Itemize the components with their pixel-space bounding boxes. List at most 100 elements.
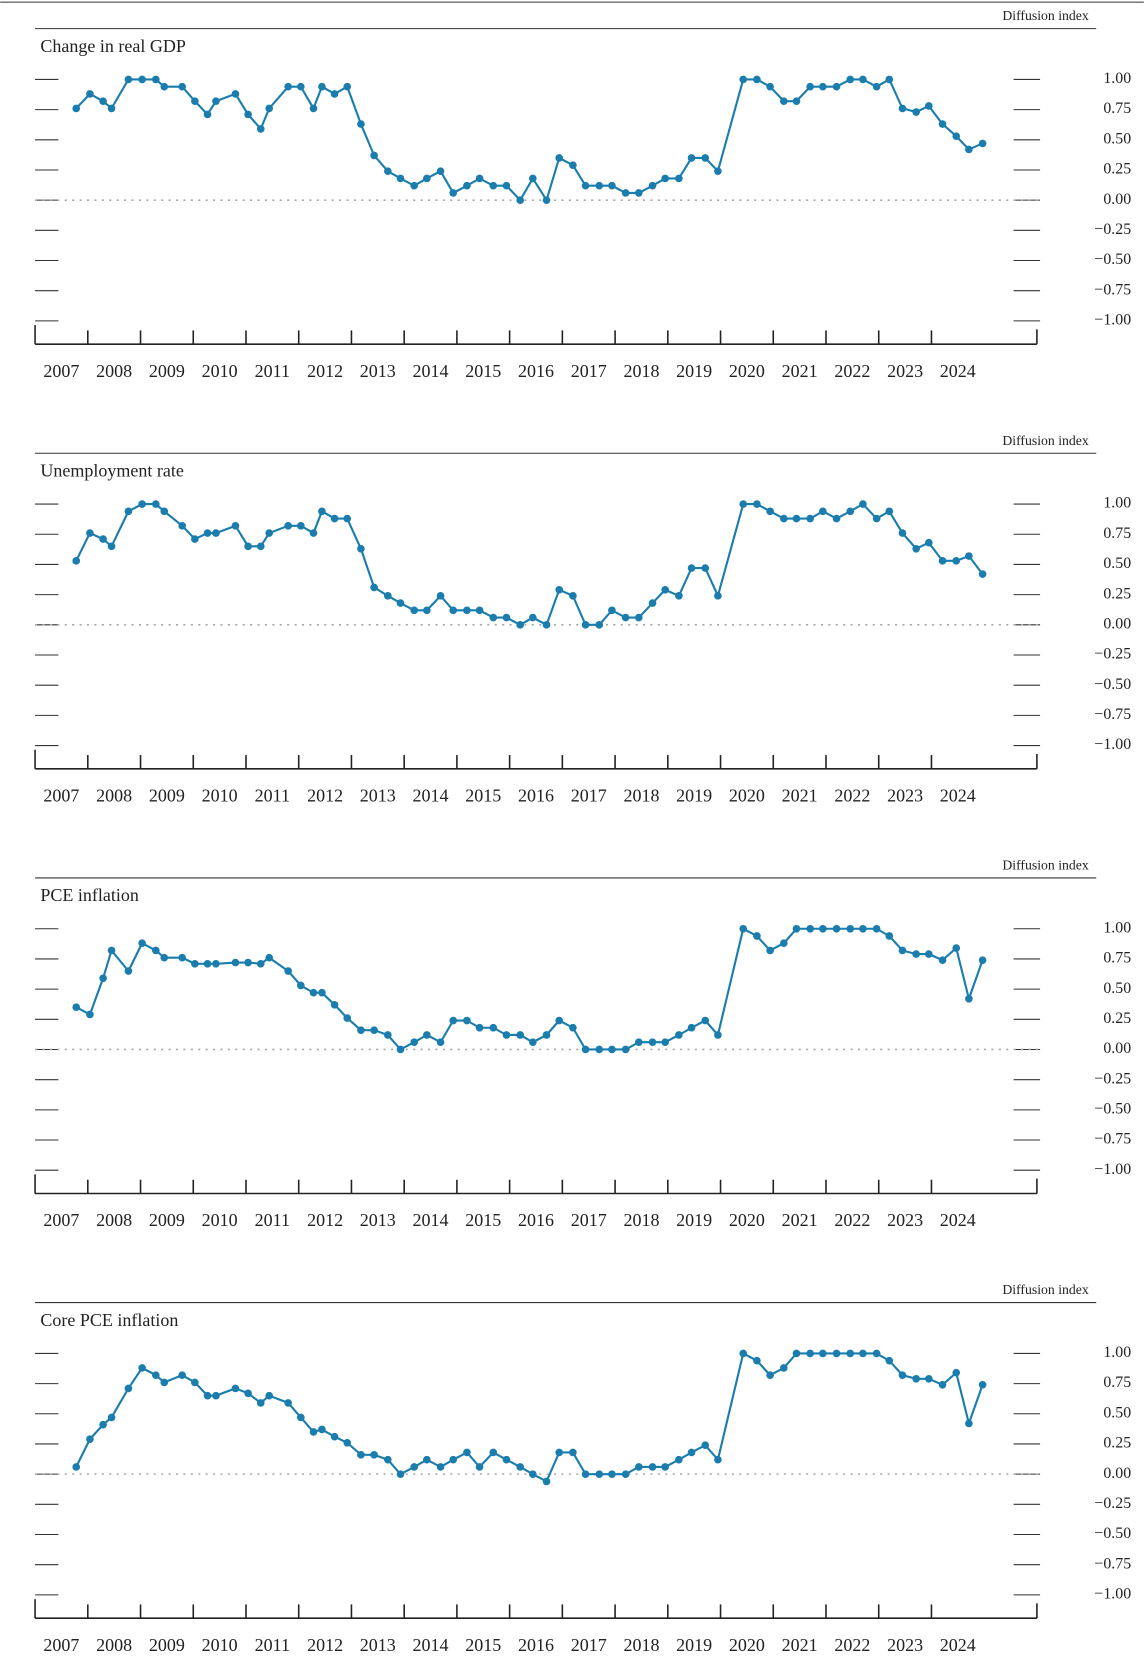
data-point xyxy=(265,953,274,962)
data-point xyxy=(595,1045,604,1054)
data-point xyxy=(72,1003,81,1012)
data-point xyxy=(965,552,973,560)
data-point xyxy=(297,981,305,990)
data-point xyxy=(436,592,445,600)
y-tick-label: 0.50 xyxy=(1103,555,1131,572)
data-point xyxy=(178,1371,187,1379)
x-tick-label: 2024 xyxy=(940,1210,976,1230)
x-tick-label: 2014 xyxy=(413,1635,449,1655)
chart-title: PCE inflation xyxy=(40,885,139,905)
x-tick-label: 2012 xyxy=(307,1210,343,1230)
x-tick-label: 2008 xyxy=(96,1210,132,1230)
y-tick-label: −1.00 xyxy=(1094,1161,1131,1178)
x-tick-label: 2024 xyxy=(940,361,976,381)
data-point xyxy=(244,110,252,119)
data-point xyxy=(529,1470,537,1478)
data-point xyxy=(160,953,169,962)
y-tick-label: −0.25 xyxy=(1094,1495,1131,1512)
data-point xyxy=(449,606,458,615)
x-tick-label: 2019 xyxy=(676,1635,712,1655)
data-point xyxy=(872,924,881,933)
y-tick-label: 0.50 xyxy=(1103,1404,1131,1421)
x-tick-label: 2016 xyxy=(518,786,554,806)
x-tick-label: 2014 xyxy=(413,361,449,381)
data-point xyxy=(978,1380,987,1389)
data-point xyxy=(284,82,292,91)
data-point xyxy=(542,1477,551,1486)
data-point xyxy=(925,102,933,110)
data-point xyxy=(410,181,419,190)
data-point xyxy=(107,104,116,113)
data-point xyxy=(384,592,392,600)
y-tick-label: 0.75 xyxy=(1103,950,1131,967)
data-point xyxy=(542,621,551,629)
data-point xyxy=(72,104,81,113)
x-tick-label: 2015 xyxy=(465,1210,501,1230)
data-point xyxy=(938,956,947,964)
data-point xyxy=(780,97,788,105)
y-tick-label: −0.50 xyxy=(1094,251,1131,268)
data-point xyxy=(124,1384,133,1393)
data-point xyxy=(938,1380,947,1389)
data-point xyxy=(952,557,961,565)
data-point xyxy=(635,189,643,197)
data-point xyxy=(581,181,590,190)
y-tick-label: 0.25 xyxy=(1103,1010,1131,1027)
data-point xyxy=(489,181,498,190)
data-point xyxy=(569,592,577,600)
data-point xyxy=(463,606,471,615)
y-tick-label: 0.75 xyxy=(1103,100,1131,117)
data-point xyxy=(463,181,471,190)
y-tick-label: −0.75 xyxy=(1094,1131,1131,1148)
data-point xyxy=(965,1419,973,1428)
data-point xyxy=(231,958,240,967)
data-point xyxy=(72,557,81,565)
data-point xyxy=(648,1038,657,1047)
data-point xyxy=(86,90,94,98)
data-point xyxy=(423,1455,431,1464)
data-point xyxy=(687,1448,696,1457)
data-point xyxy=(675,1455,683,1464)
data-point xyxy=(675,174,683,183)
data-point xyxy=(965,994,973,1003)
data-point xyxy=(330,514,339,523)
data-point xyxy=(463,1016,471,1025)
data-point xyxy=(978,570,987,578)
data-point xyxy=(203,110,212,119)
data-point xyxy=(191,97,199,105)
data-point xyxy=(244,958,252,967)
x-tick-label: 2024 xyxy=(940,1635,976,1655)
data-point xyxy=(284,1399,292,1407)
y-tick-label: −0.25 xyxy=(1094,221,1131,238)
data-point xyxy=(608,181,616,190)
x-tick-label: 2021 xyxy=(782,786,818,806)
data-point xyxy=(265,529,274,537)
data-point xyxy=(203,959,212,968)
y-tick-label: 1.00 xyxy=(1103,495,1131,512)
data-point xyxy=(859,75,867,84)
x-tick-label: 2016 xyxy=(518,1635,554,1655)
data-point xyxy=(938,557,947,565)
data-point xyxy=(396,174,405,183)
x-tick-label: 2022 xyxy=(834,786,870,806)
data-point xyxy=(502,1031,511,1039)
data-point xyxy=(938,120,947,128)
data-point xyxy=(516,196,524,204)
y-tick-label: 0.75 xyxy=(1103,525,1131,542)
data-point xyxy=(885,1356,894,1365)
data-point xyxy=(806,1349,814,1358)
x-tick-label: 2014 xyxy=(413,786,449,806)
data-point xyxy=(138,500,146,508)
data-point xyxy=(330,1432,339,1441)
x-tick-label: 2022 xyxy=(834,1210,870,1230)
data-point xyxy=(203,1391,212,1400)
data-point xyxy=(138,1364,146,1372)
data-point xyxy=(714,1455,722,1464)
y-tick-label: 0.25 xyxy=(1103,1435,1131,1452)
data-point xyxy=(72,1463,81,1471)
data-point xyxy=(244,542,252,551)
data-point xyxy=(701,1441,710,1449)
x-tick-label: 2022 xyxy=(834,1635,870,1655)
data-point xyxy=(885,75,894,84)
data-point xyxy=(178,82,187,91)
